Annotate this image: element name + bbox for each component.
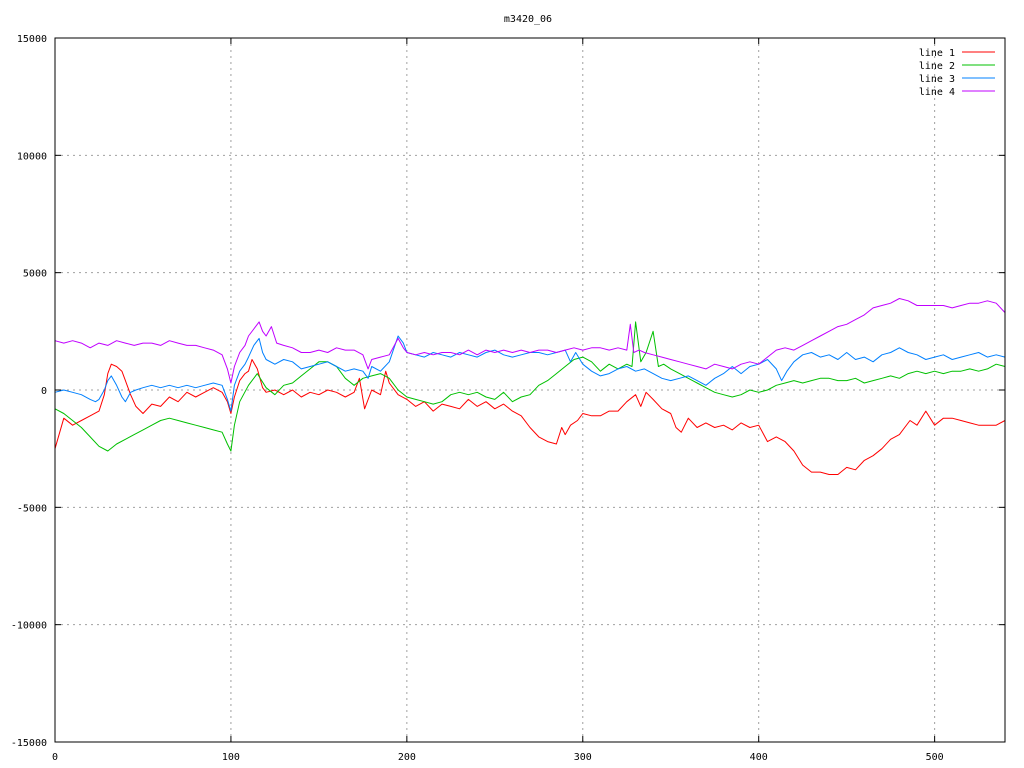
y-tick-label: 10000	[17, 151, 47, 162]
grid-lines	[55, 38, 1005, 742]
y-tick-label: 5000	[23, 269, 47, 280]
chart-title: m3420_06	[504, 14, 552, 25]
y-tick-label: -15000	[11, 738, 47, 749]
x-tick-label: 400	[750, 752, 768, 763]
legend: line 1 line 2 line 3 line 4	[919, 48, 995, 98]
x-tick-label: 0	[52, 752, 58, 763]
y-tick-label: 15000	[17, 34, 47, 45]
y-tick-label: -10000	[11, 621, 47, 632]
series-lines	[54, 298, 1006, 475]
legend-label: line 3	[919, 74, 955, 85]
x-tick-label: 300	[574, 752, 592, 763]
y-tick-label: -5000	[17, 503, 47, 514]
series-line-2	[54, 321, 1006, 452]
series-line-4	[54, 298, 1006, 384]
series-line-3	[54, 335, 1006, 412]
x-tick-label: 100	[222, 752, 240, 763]
legend-label: line 2	[919, 61, 955, 72]
series-line-1	[54, 359, 1006, 475]
legend-label: line 4	[919, 87, 955, 98]
y-tick-label: 0	[41, 386, 47, 397]
axis-ticks: -15000 -10000 -5000 0 5000 10000 15000 0 100 200 3…	[11, 34, 1005, 763]
legend-label: line 1	[919, 48, 955, 59]
x-tick-label: 200	[398, 752, 416, 763]
x-tick-label: 500	[926, 752, 944, 763]
